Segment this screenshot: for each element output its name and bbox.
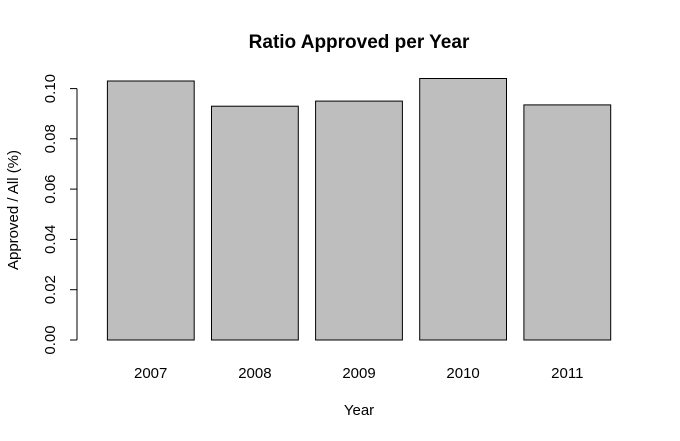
bar-2010 xyxy=(419,78,508,341)
y-tick-label: 0.10 xyxy=(42,74,59,103)
bar-2008 xyxy=(211,105,299,341)
chart-title: Ratio Approved per Year xyxy=(249,32,470,53)
x-axis-title: Year xyxy=(344,402,374,419)
y-tick-label: 0.00 xyxy=(42,325,59,354)
y-axis: 0.00 0.02 0.04 0.06 0.08 0.10 xyxy=(42,74,78,355)
bar-2007 xyxy=(106,80,195,341)
x-tick-label: 2010 xyxy=(446,365,479,382)
y-tick-label: 0.04 xyxy=(42,225,59,254)
y-tick-label: 0.02 xyxy=(42,275,59,304)
x-tick-labels: 2007 2008 2009 2010 2011 xyxy=(134,365,583,382)
x-tick-label: 2008 xyxy=(238,365,271,382)
bar-2011 xyxy=(523,104,612,341)
bars-group xyxy=(106,78,612,341)
y-tick-label: 0.08 xyxy=(42,124,59,153)
x-tick-label: 2011 xyxy=(551,365,583,382)
bar-2009 xyxy=(315,100,403,341)
y-axis-title: Approved / All (%) xyxy=(5,150,22,270)
x-tick-label: 2007 xyxy=(134,365,167,382)
x-tick-label: 2009 xyxy=(342,365,375,382)
y-tick-label: 0.06 xyxy=(42,174,59,203)
